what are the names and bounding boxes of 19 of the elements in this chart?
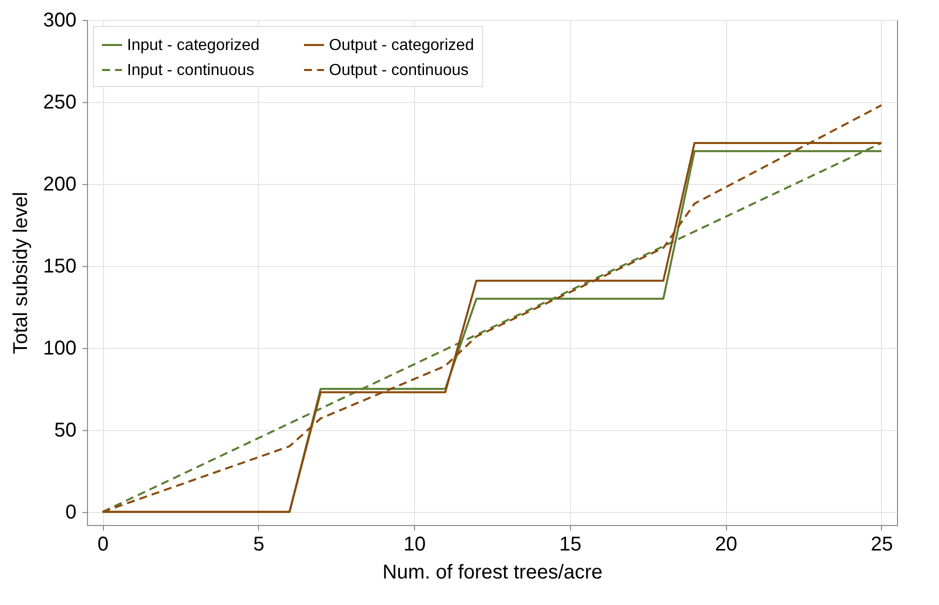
y-tick-label: 300 <box>43 10 76 32</box>
x-tick-label: 5 <box>253 534 264 556</box>
x-tick-label: 25 <box>870 534 894 556</box>
y-tick-label: 150 <box>43 255 76 278</box>
y-tick-label: 0 <box>65 501 76 524</box>
x-axis-title: Num. of forest trees/acre <box>382 562 603 584</box>
legend-label: Input - categorized <box>127 37 260 54</box>
legend-label: Output - continuous <box>329 62 469 79</box>
y-tick-label: 200 <box>43 173 76 196</box>
y-tick-label: 50 <box>54 419 76 442</box>
x-tick-label: 15 <box>559 534 582 556</box>
legend-label: Input - continuous <box>127 62 254 79</box>
y-tick-label: 100 <box>43 337 76 360</box>
y-tick-label: 250 <box>43 91 76 114</box>
y-axis-title: Total subsidy level <box>10 192 32 354</box>
legend-label: Output - categorized <box>329 37 474 54</box>
x-tick-label: 0 <box>98 534 109 556</box>
x-tick-label: 10 <box>403 534 426 556</box>
x-tick-label: 20 <box>715 534 738 556</box>
